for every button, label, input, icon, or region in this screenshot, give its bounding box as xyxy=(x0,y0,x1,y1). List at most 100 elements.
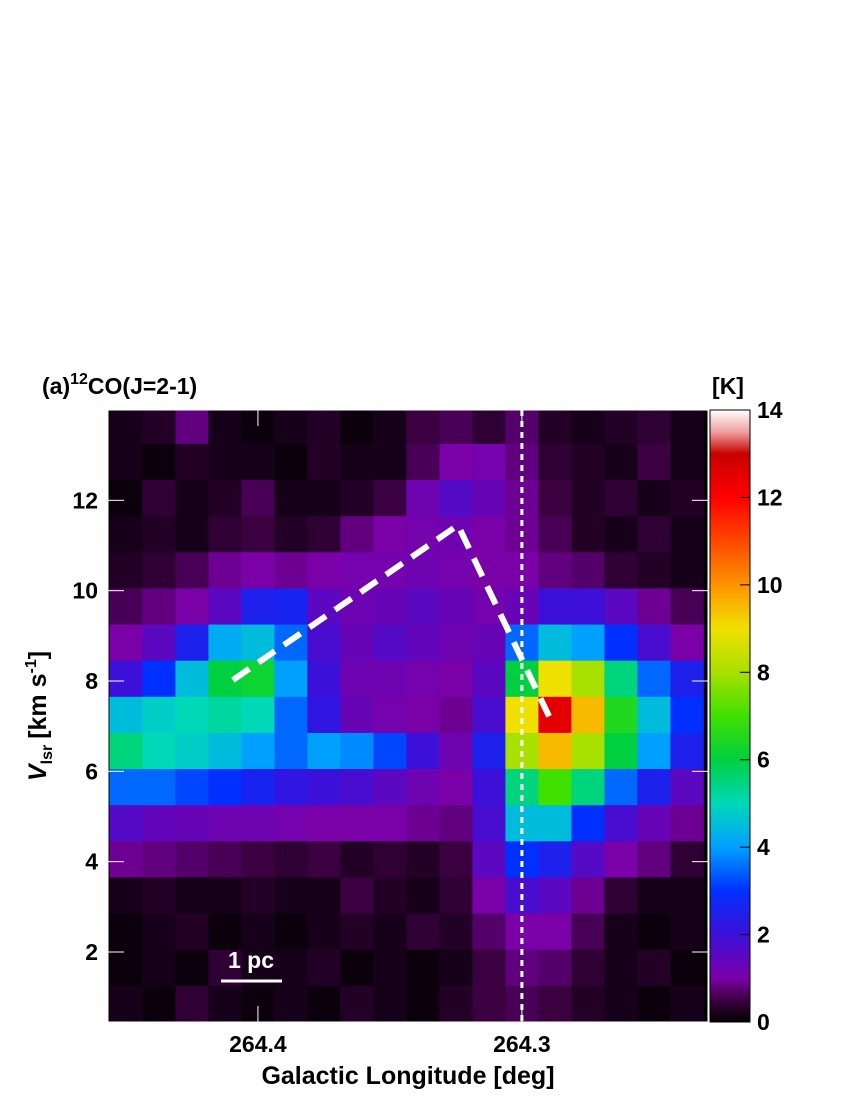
heatmap-cell xyxy=(406,696,440,734)
heatmap-cell xyxy=(637,624,671,662)
heatmap-cell xyxy=(142,410,176,445)
heatmap-cell xyxy=(571,805,605,842)
heatmap-cell xyxy=(109,552,143,589)
heatmap-cell xyxy=(538,949,572,987)
heatmap-cell xyxy=(142,624,176,662)
heatmap-cell xyxy=(142,732,176,770)
heatmap-cell xyxy=(505,949,539,987)
heatmap-cell xyxy=(406,769,440,806)
heatmap-cell xyxy=(241,660,275,698)
heatmap-cell xyxy=(373,913,407,951)
heatmap-cell xyxy=(274,877,308,915)
heatmap-cell xyxy=(472,660,506,698)
heatmap-cell xyxy=(439,913,473,951)
heatmap-cell xyxy=(373,841,407,878)
heatmap-cell xyxy=(406,732,440,770)
heatmap-cell xyxy=(373,480,407,517)
heatmap-cell xyxy=(340,696,374,734)
heatmap-cell xyxy=(670,805,704,842)
heatmap-cell xyxy=(208,841,242,878)
heatmap-cell xyxy=(241,552,275,589)
heatmap-cell xyxy=(604,841,638,878)
heatmap-cell xyxy=(274,552,308,589)
heatmap-cell xyxy=(604,949,638,987)
heatmap-cell xyxy=(208,516,242,553)
heatmap-cell xyxy=(670,480,704,517)
heatmap-cell xyxy=(637,552,671,589)
heatmap-cell xyxy=(373,949,407,987)
heatmap-cell xyxy=(670,877,704,915)
heatmap-cell xyxy=(538,410,572,445)
heatmap-cell xyxy=(439,949,473,987)
heatmap-cell xyxy=(208,805,242,842)
colorbar-tick-label: 6 xyxy=(757,747,770,773)
heatmap-cell xyxy=(241,769,275,806)
heatmap-cell xyxy=(670,516,704,553)
heatmap-cell xyxy=(571,877,605,915)
heatmap-cell xyxy=(571,769,605,806)
heatmap-cell xyxy=(637,588,671,626)
heatmap-cell xyxy=(142,769,176,806)
heatmap-cell xyxy=(274,443,308,481)
heatmap-cell xyxy=(340,913,374,951)
heatmap-cell xyxy=(538,913,572,951)
heatmap-cell xyxy=(373,660,407,698)
cut-path xyxy=(231,520,554,722)
y-label-subscript: lsr xyxy=(39,745,56,765)
heatmap-cell xyxy=(274,732,308,770)
heatmap-cell xyxy=(307,805,341,842)
y-axis-label: Vlsr [km s-1] xyxy=(23,651,56,781)
heatmap-cell xyxy=(538,552,572,589)
heatmap-cell xyxy=(604,443,638,481)
heatmap-cell xyxy=(472,805,506,842)
heatmap-cell xyxy=(109,913,143,951)
heatmap-cell xyxy=(472,769,506,806)
heatmap-cell xyxy=(241,732,275,770)
heatmap-cell xyxy=(670,985,704,1022)
heatmap-cell xyxy=(637,841,671,878)
heatmap-cell xyxy=(472,410,506,445)
heatmap-cell xyxy=(406,410,440,445)
heatmap-cell xyxy=(571,696,605,734)
heatmap-cell xyxy=(670,913,704,951)
heatmap-cell xyxy=(175,410,209,445)
heatmap-cell xyxy=(241,480,275,517)
heatmap-cell xyxy=(208,410,242,445)
heatmap-cell xyxy=(373,443,407,481)
heatmap-cell xyxy=(439,443,473,481)
heatmap-cell xyxy=(439,841,473,878)
heatmap-cell xyxy=(538,588,572,626)
heatmap-cell xyxy=(670,410,704,445)
heatmap-cell xyxy=(637,480,671,517)
heatmap-cell xyxy=(538,769,572,806)
heatmap-cell xyxy=(142,443,176,481)
x-tick-label: 264.4 xyxy=(229,1031,287,1057)
axes: 264.4 264.3 2 4 6 8 10 12 xyxy=(72,410,708,1057)
heatmap-cell xyxy=(241,877,275,915)
heatmap-cell xyxy=(604,480,638,517)
heatmap-cell xyxy=(142,696,176,734)
heatmap-cell xyxy=(571,588,605,626)
heatmap-cell xyxy=(274,588,308,626)
colorbar-tick-label: 8 xyxy=(757,659,770,685)
scale-bar-label: 1 pc xyxy=(228,947,274,973)
heatmap-cell xyxy=(406,588,440,626)
heatmap-cell xyxy=(109,877,143,915)
heatmap-cell xyxy=(340,660,374,698)
heatmap-cell xyxy=(175,552,209,589)
heatmap-cell xyxy=(637,805,671,842)
heatmap-cell xyxy=(373,516,407,553)
heatmap-cell xyxy=(373,696,407,734)
heatmap-cell xyxy=(439,624,473,662)
heatmap-cell xyxy=(538,660,572,698)
heatmap-cell xyxy=(274,696,308,734)
heatmap-cell xyxy=(604,805,638,842)
heatmap-cell xyxy=(670,660,704,698)
heatmap-cell xyxy=(175,732,209,770)
heatmap-cell xyxy=(175,624,209,662)
heatmap-cell xyxy=(406,552,440,589)
heatmap-cell xyxy=(175,877,209,915)
heatmap-cell xyxy=(406,877,440,915)
heatmap-cell xyxy=(208,696,242,734)
